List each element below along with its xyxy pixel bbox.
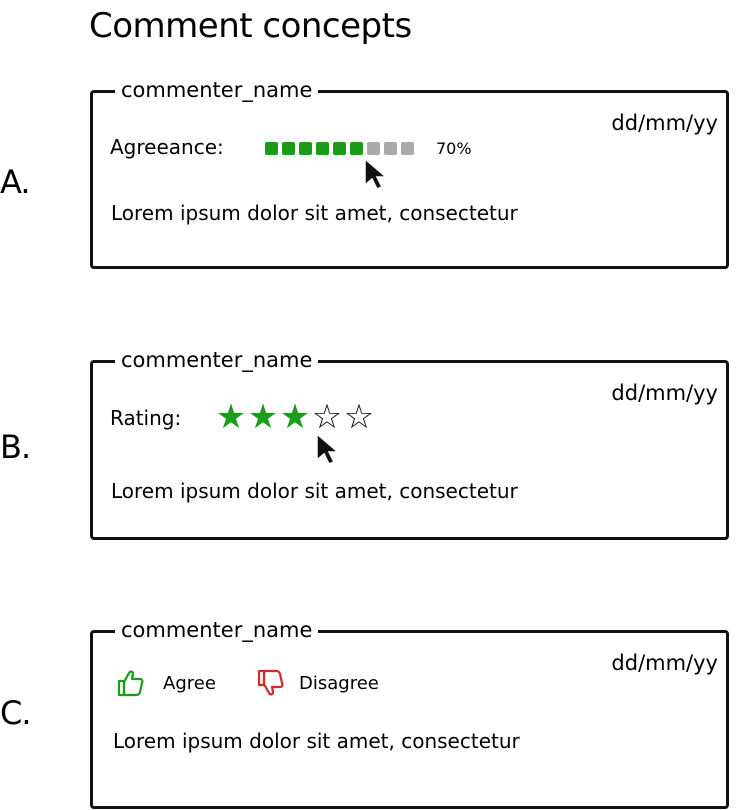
meter-segment-filled[interactable] xyxy=(299,142,312,155)
concept-letter-c: C. xyxy=(0,694,32,732)
commenter-name[interactable]: commenter_name xyxy=(115,615,319,645)
mouse-cursor-icon xyxy=(364,157,389,190)
comment-card-agreeance: commenter_name dd/mm/yy Agreeance: 70% L… xyxy=(90,75,729,269)
agreeance-meter[interactable] xyxy=(265,142,414,155)
commenter-name[interactable]: commenter_name xyxy=(115,345,319,375)
concept-letter-a: A. xyxy=(0,163,30,201)
thumbs-down-icon[interactable] xyxy=(256,668,286,698)
concept-letter-b: B. xyxy=(0,428,31,466)
page-title: Comment concepts xyxy=(89,6,412,46)
agreeance-percent: 70% xyxy=(436,139,472,158)
agree-label[interactable]: Agree xyxy=(163,673,216,694)
mouse-cursor-icon xyxy=(316,432,341,465)
star-filled-icon[interactable]: ★ xyxy=(215,397,247,437)
star-empty-icon[interactable]: ☆ xyxy=(311,397,343,437)
meter-segment-filled[interactable] xyxy=(333,142,346,155)
thumbs-up-icon[interactable] xyxy=(116,668,146,698)
meter-segment-empty[interactable] xyxy=(367,142,380,155)
star-rating[interactable]: ★ ★ ★ ☆ ☆ xyxy=(215,400,375,434)
comment-card-vote: commenter_name dd/mm/yy Agree Disagree L… xyxy=(90,615,729,809)
comment-text: Lorem ipsum dolor sit amet, consectetur xyxy=(111,479,518,503)
star-filled-icon[interactable]: ★ xyxy=(279,397,311,437)
commenter-name[interactable]: commenter_name xyxy=(115,75,319,105)
comment-date: dd/mm/yy xyxy=(611,651,718,675)
rating-label: Rating: xyxy=(110,406,182,430)
star-filled-icon[interactable]: ★ xyxy=(247,397,279,437)
disagree-label[interactable]: Disagree xyxy=(299,673,379,694)
meter-segment-filled[interactable] xyxy=(282,142,295,155)
meter-segment-filled[interactable] xyxy=(265,142,278,155)
comment-date: dd/mm/yy xyxy=(611,111,718,135)
agreeance-label: Agreeance: xyxy=(110,135,224,159)
meter-segment-empty[interactable] xyxy=(384,142,397,155)
meter-segment-filled[interactable] xyxy=(350,142,363,155)
comment-card-rating: commenter_name dd/mm/yy Rating: ★ ★ ★ ☆ ☆ Lo… xyxy=(90,345,729,540)
star-empty-icon[interactable]: ☆ xyxy=(343,397,375,437)
comment-date: dd/mm/yy xyxy=(611,381,718,405)
meter-segment-empty[interactable] xyxy=(401,142,414,155)
comment-text: Lorem ipsum dolor sit amet, consectetur xyxy=(111,201,518,225)
comment-text: Lorem ipsum dolor sit amet, consectetur xyxy=(113,729,520,753)
meter-segment-filled[interactable] xyxy=(316,142,329,155)
